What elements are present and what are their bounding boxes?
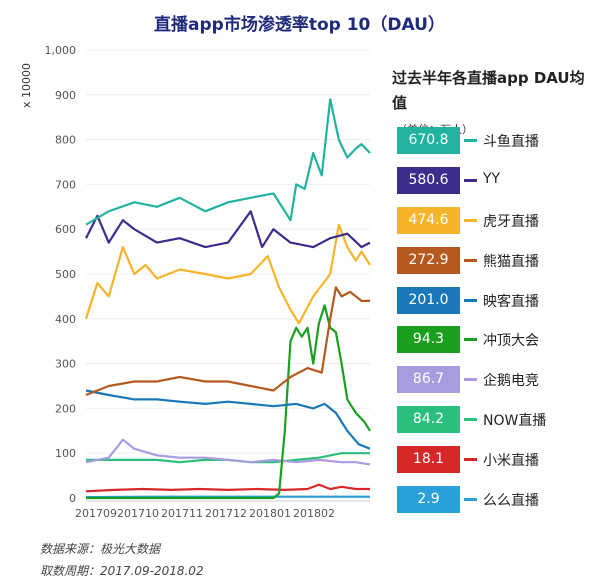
legend-value-badge: 201.0	[397, 286, 460, 314]
x-tick-label: 201710	[117, 507, 159, 520]
y-tick-label: 200	[55, 402, 76, 415]
legend-item: 272.9 熊猫直播	[397, 246, 597, 287]
legend-value-badge: 474.6	[397, 206, 460, 234]
y-tick-label: 300	[55, 358, 76, 371]
x-tick-label: 201801	[249, 507, 291, 520]
legend-value-badge: 2.9	[397, 486, 460, 514]
legend-swatch	[464, 378, 477, 382]
legend-series-name: 虎牙直播	[483, 213, 539, 230]
legend-series-name: 熊猫直播	[483, 253, 539, 270]
legend-item: 670.8 斗鱼直播	[397, 127, 597, 167]
legend-swatch	[464, 258, 477, 262]
legend-item: 18.1 小米直播	[397, 446, 597, 486]
legend-swatch	[464, 338, 477, 342]
series-line	[85, 210, 371, 249]
y-tick-label: 800	[55, 134, 76, 147]
x-tick-label: 201709	[75, 507, 117, 520]
x-tick-label: 201802	[293, 507, 335, 520]
legend-swatch	[464, 498, 477, 502]
legend-swatch	[464, 178, 477, 182]
y-tick-label: 400	[55, 313, 76, 326]
y-tick-label: 100	[55, 447, 76, 460]
y-tick-label: 1,000	[45, 44, 77, 57]
chart-title: 直播app市场渗透率top 10（DAU）	[154, 15, 445, 35]
legend-item: 84.2 NOW直播	[397, 406, 597, 446]
legend-title-text: 过去半年各直播app DAU均值	[392, 69, 585, 112]
legend-series-name: 冲顶大会	[483, 333, 539, 350]
legend-item: 580.6 YY	[397, 166, 597, 207]
legend-swatch	[464, 298, 477, 302]
legend: 670.8 斗鱼直播 580.6 YY 474.6 虎牙直播 272.9 熊猫直播 201.0 映…	[397, 127, 597, 526]
legend-item: 201.0 映客直播	[397, 286, 597, 327]
legend-value-badge: 272.9	[397, 246, 460, 274]
legend-series-name: 企鹅电竞	[483, 373, 539, 390]
legend-item: 474.6 虎牙直播	[397, 206, 597, 247]
y-tick-label: 500	[55, 268, 76, 281]
series-line	[85, 483, 370, 493]
legend-series-name: 么么直播	[483, 493, 539, 510]
legend-swatch	[464, 418, 477, 422]
legend-item: 2.9 么么直播	[397, 486, 597, 526]
legend-swatch	[464, 218, 477, 222]
legend-item: 94.3 冲顶大会	[397, 326, 597, 366]
period-note: 取数周期：2017.09-2018.02	[40, 564, 204, 578]
x-tick-label: 201712	[205, 507, 247, 520]
legend-series-name: 映客直播	[483, 293, 539, 310]
legend-value-badge: 84.2	[397, 406, 460, 434]
legend-series-name: YY	[483, 170, 501, 187]
legend-swatch	[464, 139, 477, 142]
legend-series-name: 斗鱼直播	[483, 134, 539, 150]
series-line	[85, 98, 371, 226]
legend-value-badge: 94.3	[397, 326, 460, 354]
series-line	[85, 286, 370, 397]
source-note: 数据来源：极光大数据	[40, 542, 161, 556]
legend-swatch	[464, 458, 477, 462]
legend-value-badge: 86.7	[397, 366, 460, 394]
y-tick-label: 600	[55, 223, 76, 236]
legend-value-badge: 18.1	[397, 446, 460, 474]
legend-value-badge: 670.8	[397, 127, 460, 154]
legend-value-badge: 580.6	[397, 166, 460, 194]
y-tick-label: 0	[69, 492, 76, 505]
series-line	[86, 304, 371, 500]
y-tick-label: 700	[55, 178, 76, 191]
legend-series-name: 小米直播	[483, 453, 539, 470]
legend-item: 86.7 企鹅电竞	[397, 366, 597, 406]
y-tick-label: 900	[55, 89, 76, 102]
legend-series-name: NOW直播	[483, 413, 547, 430]
x-tick-label: 201711	[161, 507, 203, 520]
series-line	[85, 389, 371, 450]
series-line	[85, 438, 371, 466]
